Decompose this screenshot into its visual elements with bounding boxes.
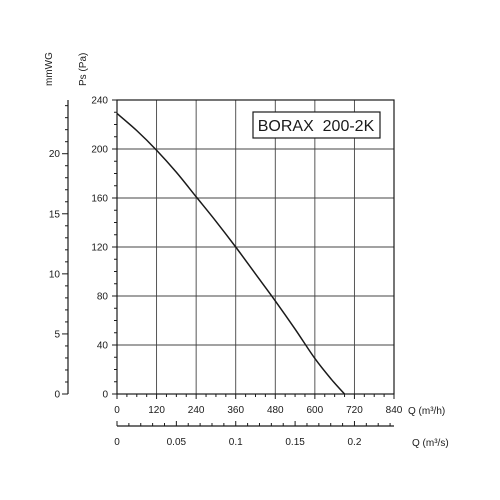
y-tick-label: 120 bbox=[91, 243, 108, 254]
y-tick-label: 0 bbox=[102, 390, 108, 401]
x-tick-label: 360 bbox=[227, 405, 244, 416]
x-tick-label: 480 bbox=[267, 405, 284, 416]
y2-tick-label: 15 bbox=[49, 209, 61, 220]
chart-grid bbox=[117, 100, 394, 394]
y2-tick-label: 5 bbox=[54, 329, 60, 340]
x-tick-label: 0 bbox=[114, 405, 120, 416]
y-tick-label: 80 bbox=[97, 292, 109, 303]
x2-tick-label: 0.1 bbox=[229, 437, 243, 448]
curve-layer bbox=[116, 112, 346, 395]
x2-tick-label: 0 bbox=[114, 437, 120, 448]
y-axis-label: Ps (Pa) bbox=[78, 53, 89, 86]
x-tick-label: 120 bbox=[148, 405, 165, 416]
y2-tick-label: 10 bbox=[49, 269, 61, 280]
y2-axis-label: mmWG bbox=[44, 52, 55, 86]
chart-title: BORAX 200-2K bbox=[258, 118, 375, 135]
x-tick-label: 840 bbox=[386, 405, 403, 416]
title-box: BORAX 200-2K bbox=[252, 111, 381, 139]
y-tick-label: 160 bbox=[91, 194, 108, 205]
x2-axis-label: Q (m³/s) bbox=[412, 438, 449, 449]
x-tick-label: 240 bbox=[188, 405, 205, 416]
x2-tick-label: 0.15 bbox=[285, 437, 305, 448]
y-tick-label: 200 bbox=[91, 145, 108, 156]
y-tick-label: 240 bbox=[91, 96, 108, 107]
fan-curve-line bbox=[116, 112, 346, 395]
x-axis-label: Q (m³/h) bbox=[408, 406, 445, 417]
x2-tick-label: 0.2 bbox=[348, 437, 362, 448]
y2-tick-label: 0 bbox=[54, 390, 60, 401]
x2-tick-label: 0.05 bbox=[167, 437, 187, 448]
axes: 0 120 240 360 480 600 720 840040801201602002400… bbox=[49, 96, 403, 449]
x-tick-label: 720 bbox=[346, 405, 363, 416]
x-tick-label: 600 bbox=[307, 405, 324, 416]
y2-tick-label: 20 bbox=[49, 149, 61, 160]
y-tick-label: 40 bbox=[97, 341, 109, 352]
